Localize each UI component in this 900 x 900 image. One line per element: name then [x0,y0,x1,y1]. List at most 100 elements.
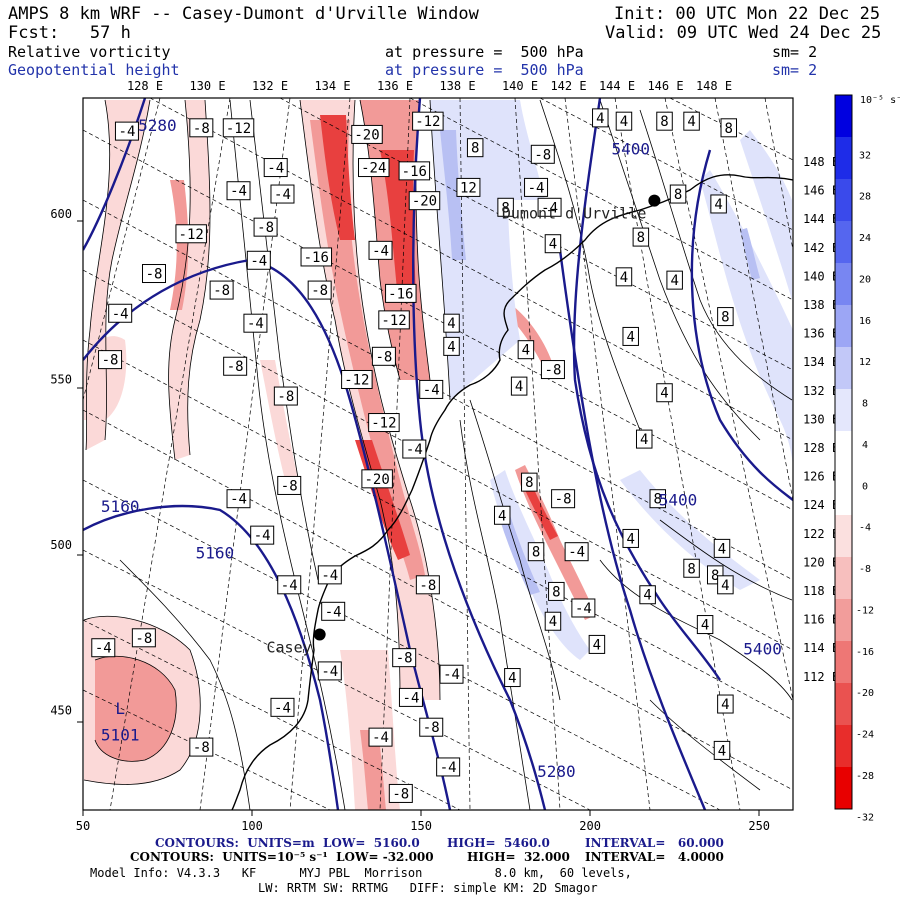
vorticity-label: -12 [412,111,444,131]
vorticity-label-box [656,111,673,131]
vorticity-label-box [521,472,538,492]
vorticity-label: -12 [378,310,410,330]
height-label: 5400 [659,490,698,509]
vorticity-label-text: -8 [277,389,294,405]
geopotential-height-contours [83,98,793,810]
vorticity-label-box [246,250,271,270]
vorticity-label: 4 [717,694,734,714]
top-lon-label: 138 E [439,79,475,93]
vorticity-label-box [622,326,639,346]
vorticity-label-box [548,581,565,601]
vorticity-label-text: -8 [135,631,152,647]
vorticity-label-box [564,542,589,562]
vorticity-label-text: -24 [361,161,386,177]
vorticity-label: -12 [368,413,400,433]
vorticity-label-text: 4 [447,316,455,332]
vorticity-label-box [243,313,268,333]
x-tick-label: 250 [748,819,770,833]
colorbar-tick: 20 [859,274,871,285]
vorticity-label: -8 [415,575,440,595]
vorticity-label: -4 [398,687,423,707]
vorticity-label-box [717,575,734,595]
height-label: 5400 [743,639,782,658]
colorbar-swatch [835,641,852,684]
right-lon-label: 114 E [803,641,839,655]
vorticity-label: 8 [497,197,514,217]
vorticity-label: -4 [368,240,393,260]
vorticity-label-box [443,313,460,333]
vorticity-label: 4 [666,270,683,290]
station-label: Casey [267,638,312,656]
vorticity-label-box [419,717,444,737]
vorticity-label-box [223,356,248,376]
vorticity-label-box [517,340,535,360]
vorticity-label-text: 4 [549,237,557,253]
top-lon-label: 140 E [502,79,538,93]
x-tick-label: 100 [241,819,263,833]
vorticity-label-box [683,111,700,131]
vorticity-label: -8 [371,346,396,366]
top-lon-label: 128 E [127,79,163,93]
height-label: 5280 [537,762,576,781]
colorbar-tick: 32 [859,150,871,161]
vorticity-label: 4 [710,194,727,214]
vorticity-label-text: 4 [596,111,604,127]
colorbar-swatch [835,431,852,474]
vorticity-label-text: -4 [568,545,585,561]
vorticity-label: 8 [632,227,650,247]
vorticity-label: 4 [622,528,639,548]
forecast-hour: Fcst: 57 h [8,23,131,43]
vorticity-label-box [189,737,214,757]
vorticity-label-box [358,158,390,178]
vorticity-label-box [504,668,521,688]
model-info: Model Info: V4.3.3 KF MYJ PBL Morrison 8… [90,866,632,880]
height-label: 5280 [138,116,177,135]
vorticity-contour-high: HIGH= 32.000 [467,850,570,864]
vorticity-label-text: 4 [714,197,722,213]
colorbar: 10⁻⁵ s⁻¹ 32 28 24 20 16 12 8 4 0 -4 -8 -12 -16 -20 -24 -… [834,94,900,823]
top-lon-label: 144 E [599,79,635,93]
vorticity-label-text: 4 [660,386,668,402]
colorbar-tick: -8 [859,564,871,575]
vorticity-label-box [277,575,302,595]
right-lon-label: 130 E [803,412,839,426]
vorticity-label: -4 [402,439,427,459]
vorticity-label: -4 [91,638,116,658]
vorticity-label-box [717,307,734,327]
height-contour-interval: INTERVAL= 60.000 [585,836,724,850]
vorticity-label-box [544,611,562,631]
vorticity-label: -12 [175,224,207,244]
right-lon-label: 118 E [803,584,839,598]
vorticity-label-box [317,565,342,585]
vorticity-label: 4 [510,376,528,396]
vorticity-label-box [632,227,650,247]
right-lon-label: 126 E [803,470,839,484]
vorticity-label-text: -8 [423,720,440,736]
vorticity-label-text: -8 [555,492,572,508]
vorticity-label-text: 8 [552,584,560,600]
vorticity-label: -4 [226,489,251,509]
lat-lon-grid [83,98,793,810]
vorticity-label-text: 4 [593,637,601,653]
field1-smoothing: sm= 2 [772,43,818,61]
vorticity-label: 8 [649,489,667,509]
field1-name: Relative vorticity [8,43,171,61]
vorticity-label-text: 4 [643,588,651,604]
colorbar-tick: 24 [859,233,871,244]
vorticity-label: -8 [209,280,234,300]
station-marker [648,194,661,207]
vorticity-label: -8 [131,628,156,648]
vorticity-contour-interval: INTERVAL= 4.0000 [585,850,724,864]
colorbar-tick: 16 [859,316,871,327]
x-tick-label: 200 [579,819,601,833]
field2-name: Geopotential height [8,61,180,79]
vorticity-label: -8 [388,783,413,803]
vorticity-label-text: 4 [721,697,729,713]
vorticity-label: -4 [277,575,302,595]
y-tick-label: 500 [50,538,72,552]
field1-level: at pressure = 500 hPa [385,43,584,61]
vorticity-label-box [436,757,461,777]
vorticity-label-text: -12 [371,416,396,432]
vorticity-label: 4 [504,668,521,688]
